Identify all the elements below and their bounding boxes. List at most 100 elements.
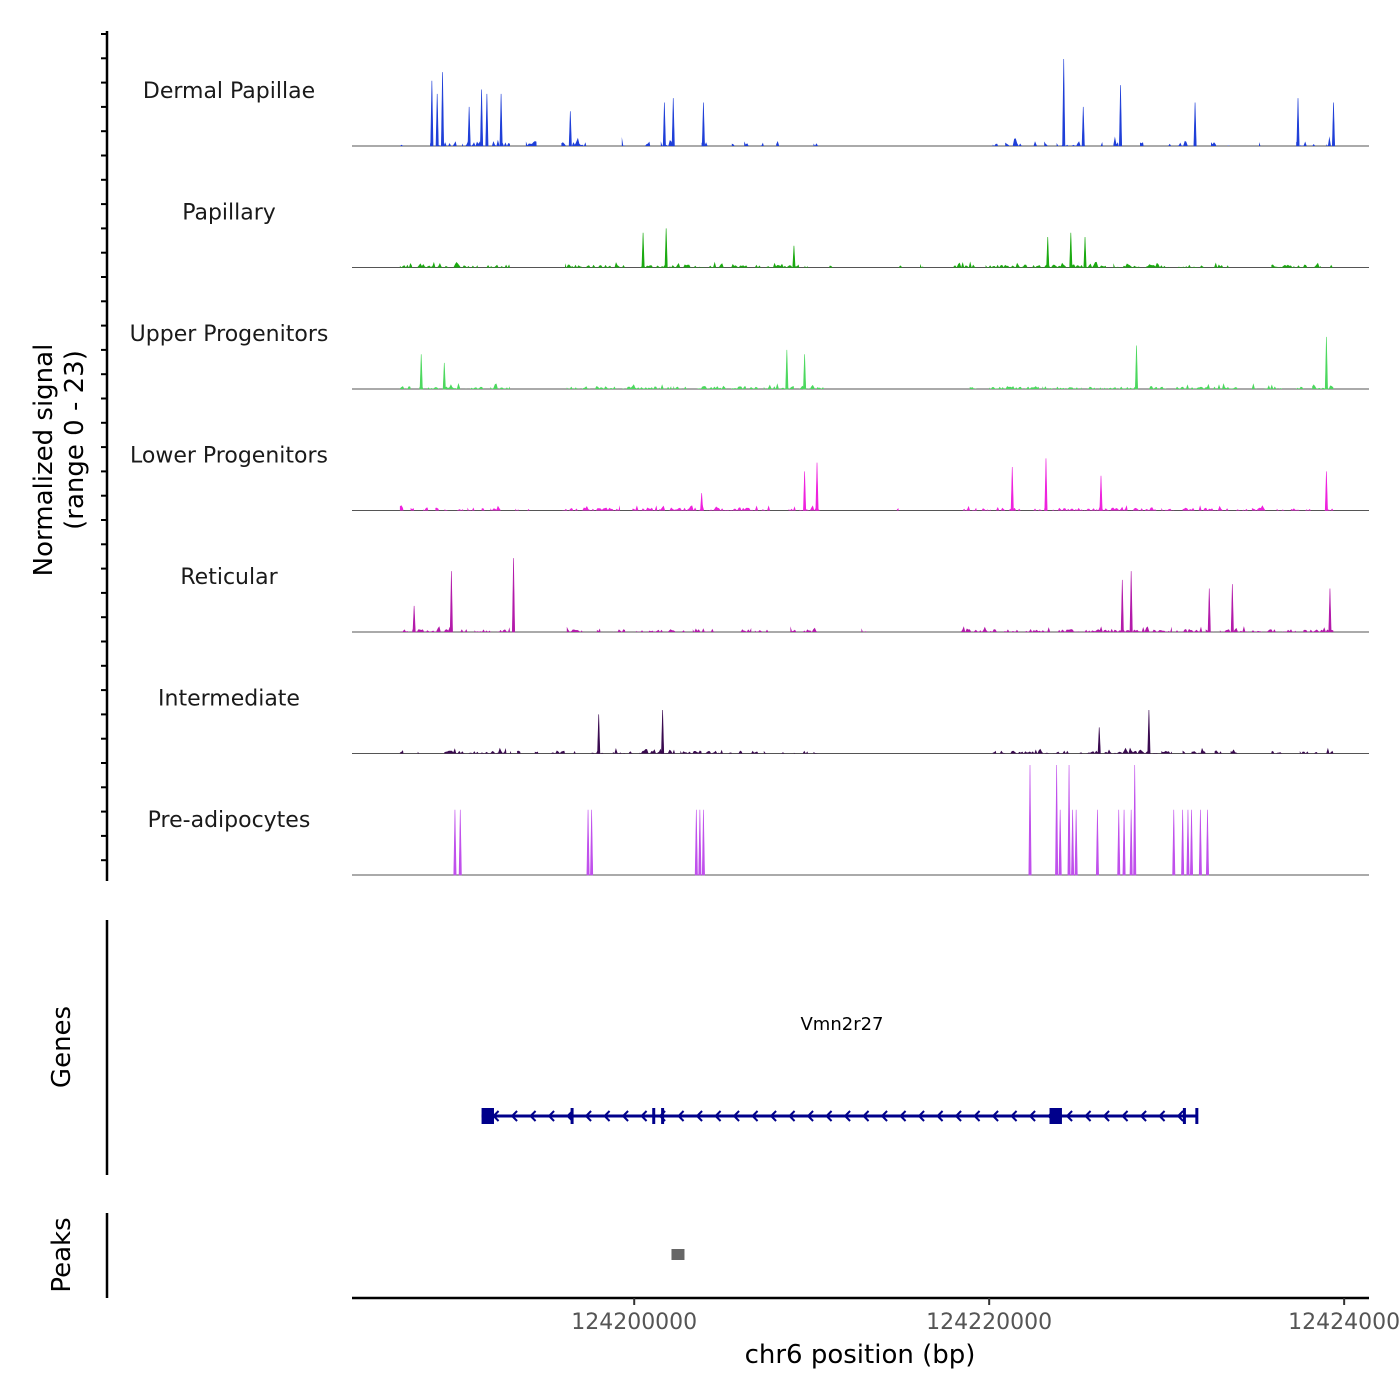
signal-peak	[1129, 571, 1133, 633]
signal-peak	[449, 571, 453, 633]
signal-peak	[1331, 102, 1336, 147]
strand-arrow	[547, 1110, 555, 1122]
strand-arrow	[843, 1110, 851, 1122]
peak-regions	[671, 1249, 685, 1260]
strand-arrow	[1158, 1110, 1166, 1122]
track-dermal-papillae: Dermal Papillae	[143, 59, 1369, 147]
coverage-y-axis-ticks	[101, 33, 107, 862]
signal-peak	[661, 710, 665, 754]
track-upper-progenitors: Upper Progenitors	[130, 322, 1369, 390]
gene-exon	[1049, 1108, 1062, 1124]
strand-arrow	[751, 1110, 759, 1122]
x-axis-ticks: 124200000 124220000 12424000	[571, 1298, 1400, 1335]
signal-peak	[586, 809, 590, 876]
signal-peak	[1134, 345, 1138, 390]
strand-arrow	[714, 1110, 722, 1122]
signal-peak	[597, 714, 601, 754]
signal-peak	[1190, 809, 1194, 876]
signal-peak	[441, 72, 445, 147]
signal-peak	[430, 80, 434, 147]
track-papillary: Papillary	[182, 201, 1369, 268]
signal-peak	[1324, 471, 1328, 511]
strand-arrow	[899, 1110, 907, 1122]
signal-peak	[1122, 809, 1126, 876]
track-label: Lower Progenitors	[130, 444, 328, 469]
signal-peak	[485, 93, 489, 147]
strand-arrow	[695, 1110, 703, 1122]
signal-peak	[1328, 588, 1332, 633]
signal-area	[399, 505, 1334, 511]
signal-peak	[1129, 809, 1133, 876]
signal-peak	[1120, 579, 1124, 633]
strand-arrow	[954, 1110, 962, 1122]
signal-peak	[1083, 237, 1087, 268]
signal-peak	[1147, 710, 1151, 754]
signal-peak	[1095, 809, 1099, 876]
signal-peak	[1324, 336, 1328, 390]
signal-peak	[803, 471, 807, 511]
signal-peak	[1099, 475, 1103, 511]
signal-peak	[1074, 809, 1078, 876]
signal-area	[399, 261, 1334, 268]
signal-peak	[1133, 764, 1137, 876]
signal-peak	[792, 245, 796, 268]
signal-peak	[412, 605, 416, 633]
strand-arrow	[1176, 1110, 1184, 1122]
strand-arrow	[640, 1110, 648, 1122]
peak-region	[671, 1249, 685, 1260]
signal-peak	[815, 462, 819, 511]
signal-peak	[664, 228, 668, 268]
strand-arrow	[1139, 1110, 1147, 1122]
signal-peak	[480, 89, 484, 147]
strand-arrow	[732, 1110, 740, 1122]
signal-peak	[1071, 809, 1075, 876]
strand-arrow	[529, 1110, 537, 1122]
strand-arrow	[825, 1110, 833, 1122]
strand-arrow	[991, 1110, 999, 1122]
strand-arrow	[621, 1110, 629, 1122]
y-axis-title-line2: (range 0 - 23)	[60, 350, 90, 530]
x-tick-label: 124200000	[571, 1310, 697, 1335]
track-pre-adipocytes: Pre-adipocytes	[148, 764, 1369, 876]
x-tick-label: 12424000	[1288, 1310, 1400, 1335]
peaks-panel-title: Peaks	[47, 1217, 77, 1292]
signal-peak	[1067, 764, 1071, 876]
signal-peak	[694, 809, 698, 876]
strand-arrow	[1102, 1110, 1110, 1122]
signal-peak	[1205, 809, 1209, 876]
strand-arrow	[806, 1110, 814, 1122]
track-label: Papillary	[182, 201, 276, 226]
track-intermediate: Intermediate	[158, 687, 1369, 754]
signal-peak	[1069, 232, 1073, 268]
track-label: Pre-adipocytes	[148, 808, 311, 833]
signal-peak	[1055, 764, 1059, 876]
signal-area	[399, 626, 1334, 632]
signal-peak	[1081, 106, 1085, 147]
signal-area	[399, 136, 1332, 146]
x-axis-title: chr6 position (bp)	[745, 1340, 976, 1370]
gene-label: Vmn2r27	[800, 1014, 883, 1035]
signal-peak	[1028, 764, 1032, 876]
signal-peak	[1097, 727, 1101, 754]
signal-peak	[803, 354, 807, 390]
signal-peak	[1186, 809, 1190, 876]
signal-peak	[1117, 809, 1121, 876]
signal-peak	[1058, 809, 1062, 876]
signal-peak	[568, 111, 572, 147]
signal-peak	[467, 106, 471, 147]
signal-area	[399, 383, 1334, 389]
gene-exon	[481, 1108, 494, 1124]
track-label: Reticular	[180, 565, 278, 590]
signal-peak	[435, 93, 439, 147]
signal-peak	[590, 809, 594, 876]
strand-arrow	[1121, 1110, 1129, 1122]
signal-peak	[1230, 584, 1234, 633]
strand-arrow	[603, 1110, 611, 1122]
track-label: Upper Progenitors	[130, 322, 329, 347]
track-lower-progenitors: Lower Progenitors	[130, 444, 1369, 511]
signal-peak	[1198, 809, 1202, 876]
signal-peak	[1172, 809, 1176, 876]
strand-arrow	[788, 1110, 796, 1122]
coverage-tracks: Dermal Papillae Papillary Upper Progenitor…	[130, 59, 1369, 876]
signal-peak	[1181, 809, 1185, 876]
